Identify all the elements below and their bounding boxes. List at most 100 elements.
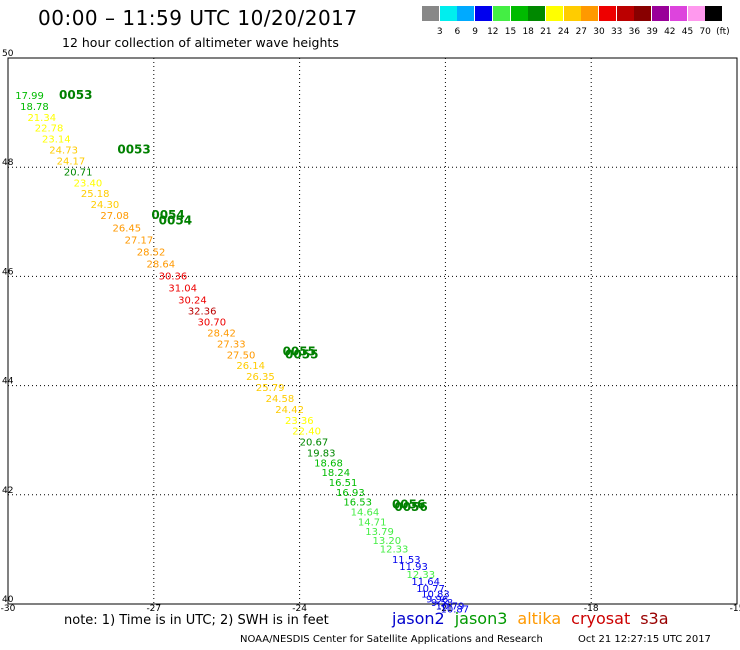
swh-value-label: 20.71 (64, 167, 93, 178)
color-scale-label: 15 (504, 27, 517, 37)
swh-value-label: 24.73 (49, 146, 78, 157)
swh-value-label: 14.71 (358, 517, 387, 528)
swh-value-label: 30.70 (198, 318, 227, 329)
color-scale-label: 30 (593, 27, 605, 37)
swh-value-label: 11.93 (399, 562, 428, 573)
swh-value-label: 17.99 (15, 91, 44, 102)
color-scale-label: 12 (487, 27, 499, 37)
swh-value-label: 24.58 (266, 394, 295, 405)
longitude-tick-label: -24 (292, 604, 307, 614)
swh-value-label: 10.79 (436, 601, 465, 612)
swh-value-label: 11.53 (392, 555, 421, 566)
color-swatch (599, 6, 616, 21)
longitude-tick-label: -27 (146, 604, 161, 614)
color-scale-label: 70 (699, 27, 711, 37)
color-scale-label: 39 (646, 27, 658, 37)
color-scale-label: 24 (557, 27, 570, 37)
legend-item-cryosat: cryosat (571, 609, 631, 628)
color-scale-unit: (ft) (716, 27, 730, 37)
legend-item-jason3: jason3 (454, 609, 508, 628)
latitude-tick-label: 42 (2, 486, 13, 496)
swh-value-label: 24.42 (275, 405, 304, 416)
swh-value-label: 27.08 (100, 211, 129, 222)
color-swatch (563, 6, 581, 21)
orbit-number-label: 0054 (159, 214, 192, 228)
color-swatch (528, 6, 546, 21)
color-swatch (705, 6, 723, 21)
orbit-number-label: 0056 (394, 500, 427, 514)
swh-value-label: 28.52 (137, 248, 166, 259)
color-scale-label: 42 (664, 27, 676, 37)
swh-value-label: 23.36 (285, 416, 314, 427)
legend-item-s3a: s3a (640, 609, 669, 628)
swh-value-label: 10.83 (421, 589, 450, 600)
color-scale-label: 3 (436, 27, 443, 37)
legend-item-altika: altika (517, 609, 562, 628)
latitude-tick-label: 50 (2, 49, 14, 59)
latitude-tick-label: 46 (2, 267, 14, 277)
swh-value-label: 31.04 (168, 284, 197, 295)
color-swatch (616, 6, 634, 21)
longitude-tick-label: -15 (730, 604, 740, 614)
axis-ticks: -30 -27 -24 -21 -18 -15 50 48 46 44 42 40 (1, 49, 740, 614)
color-swatch (457, 6, 475, 21)
orbit-number-label: 0055 (283, 345, 316, 359)
swh-value-label: 22.78 (35, 124, 64, 135)
color-swatch (439, 6, 457, 21)
swh-value-label: 18.78 (20, 102, 49, 113)
swh-value-label: 28.42 (207, 328, 236, 339)
longitude-tick-label: -21 (438, 604, 453, 614)
swh-value-label: 19.83 (307, 449, 336, 460)
color-scale-label: 27 (575, 27, 588, 37)
swh-value-label: 14.64 (351, 508, 380, 519)
legend-item-jason2: jason2 (392, 609, 445, 628)
color-swatch (510, 6, 528, 21)
swh-value-label: 20.67 (300, 438, 329, 449)
swh-value-label: 16.53 (343, 498, 372, 509)
swh-value-label: 9.58 (431, 598, 453, 609)
orbit-number-label: 0056 (392, 497, 425, 511)
swh-value-label: 18.68 (314, 458, 343, 469)
swh-value-label: 30.24 (178, 296, 207, 307)
swh-points: 17.9918.7821.3422.7823.1424.7324.1720.71… (15, 91, 469, 616)
color-scale-label: 6 (454, 27, 461, 37)
color-scale-label: 9 (472, 27, 478, 37)
swh-value-label: 23.40 (74, 178, 103, 189)
color-swatch (581, 6, 599, 21)
color-swatch (652, 6, 670, 21)
color-swatch (634, 6, 652, 21)
footer-credit: NOAA/NESDIS Center for Satellite Applica… (240, 634, 543, 645)
color-swatch (492, 6, 510, 21)
footer-note: note: 1) Time is in UTC; 2) SWH is in fe… (64, 613, 329, 628)
map-frame (7, 57, 738, 605)
page-title: 00:00 – 11:59 UTC 10/20/2017 (38, 6, 358, 30)
swh-value-label: 30.36 (159, 272, 188, 283)
color-swatch (687, 6, 705, 21)
swh-value-label: 9.96 (426, 594, 448, 605)
swh-value-label: 24.30 (91, 200, 120, 211)
footer-timestamp: Oct 21 12:27:15 UTC 2017 (578, 634, 711, 645)
swh-value-label: 26.35 (246, 372, 275, 383)
latitude-tick-label: 40 (2, 595, 14, 605)
longitude-tick-label: -18 (584, 604, 599, 614)
color-swatch (475, 6, 493, 21)
swh-value-label: 13.20 (373, 536, 402, 547)
swh-value-label: 16.51 (329, 478, 358, 489)
swh-value-label: 25.18 (81, 189, 110, 200)
color-swatch (545, 6, 563, 21)
map-grid (7, 57, 738, 605)
swh-value-label: 12.33 (380, 545, 409, 556)
color-scale-label: 33 (610, 27, 623, 37)
swh-value-label: 27.50 (227, 350, 256, 361)
swh-value-label: 28.64 (147, 260, 176, 271)
swh-value-label: 26.14 (236, 361, 265, 372)
swh-value-label: 21.34 (27, 113, 56, 124)
swh-value-label: 32.36 (188, 307, 217, 318)
swh-value-label: 16.93 (336, 488, 365, 499)
swh-value-label: 25.79 (256, 383, 285, 394)
color-swatch (669, 6, 687, 21)
page-subtitle: 12 hour collection of altimeter wave hei… (62, 35, 339, 50)
satellite-legend: jason2 jason3 altika cryosat s3a (392, 609, 679, 628)
